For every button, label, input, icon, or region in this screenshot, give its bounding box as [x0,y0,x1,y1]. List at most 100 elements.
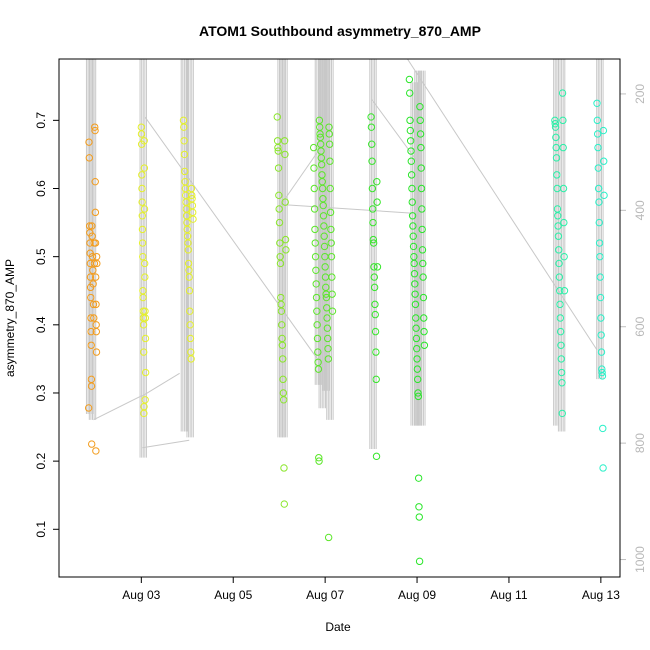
data-point [600,191,608,200]
data-point [275,191,283,200]
data-point [140,164,149,172]
data-point [313,334,322,343]
data-point [86,239,94,247]
data-point [328,307,337,315]
data-point [281,150,289,159]
data-point [413,365,422,373]
data-point [320,232,328,240]
data-point [276,259,285,268]
data-point [314,365,323,373]
data-point [186,307,194,315]
data-point [327,252,336,261]
data-point [419,273,427,281]
data-point [406,116,414,125]
data-point [412,334,421,343]
data-point [596,252,604,261]
data-point [370,273,378,281]
data-point [89,266,97,274]
y-tick-label: 0.7 [34,112,48,129]
data-point [87,382,96,390]
data-point [180,150,189,159]
data-point [414,392,423,401]
data-point [318,184,327,193]
axes-layer: Aug 03 Aug 05 Aug 07 Aug 09 Aug 11 Aug 13 0.1 0… [34,84,647,602]
data-point [417,143,425,152]
data-point [91,273,100,281]
data-point [320,222,328,230]
data-point [280,500,288,508]
data-point [560,252,568,261]
x-tick-label: Aug 07 [306,588,344,602]
data-point [420,341,429,349]
data-point [280,464,288,472]
y-tick-label: 0.3 [34,384,48,401]
data-point [138,184,146,193]
data-point [558,89,567,97]
plot-frame [58,58,621,578]
data-point [313,307,321,315]
data-point [555,287,564,295]
data-point [406,137,415,145]
data-point [410,259,418,268]
x-tick-label: Aug 11 [490,588,527,602]
data-point [87,327,95,336]
data-point [559,184,568,193]
secondary-line-connector [281,204,414,214]
data-point [411,280,419,288]
data-point [310,164,318,172]
data-point [91,208,100,217]
data-point [595,198,603,206]
data-point [279,396,288,404]
data-point [319,212,328,220]
data-point [598,372,607,380]
data-point [597,348,606,356]
data-point [408,212,417,220]
right-axis-tick-label: 800 [633,433,647,453]
data-point [416,130,425,138]
data-point [409,222,417,230]
data-point [313,321,321,329]
data-point [411,290,419,298]
data-point [595,218,603,227]
data-point [593,130,602,138]
data-point [600,157,608,165]
data-point [185,287,194,295]
data-point [408,184,416,193]
data-point [409,242,418,251]
data-point [280,137,289,145]
data-point [322,293,331,302]
data-point [324,533,333,542]
data-point [311,252,320,261]
data-point [275,205,283,213]
data-point [326,184,334,193]
data-point [324,355,333,363]
data-point [310,205,319,213]
data-point [417,164,425,172]
data-point [598,368,606,377]
data-point [92,327,101,336]
data-point [414,389,422,397]
data-point [599,424,607,433]
data-point [373,177,381,186]
data-point [323,334,332,343]
data-point [596,273,604,281]
data-point [186,321,194,329]
data-point [420,327,428,336]
x-tick-label: Aug 13 [582,588,620,602]
data-point [418,225,426,234]
data-point [319,201,327,210]
data-point [560,287,569,295]
data-point [419,293,428,302]
data-point [88,252,97,261]
data-point [312,266,320,274]
data-point [412,314,420,322]
data-point [317,160,326,169]
data-point [180,137,188,145]
data-point [88,222,96,230]
x-tick-label: Aug 09 [398,588,436,602]
data-point [90,314,98,322]
data-point [370,283,379,292]
data-point [89,300,98,309]
data-point [311,239,319,247]
data-point [420,314,428,322]
